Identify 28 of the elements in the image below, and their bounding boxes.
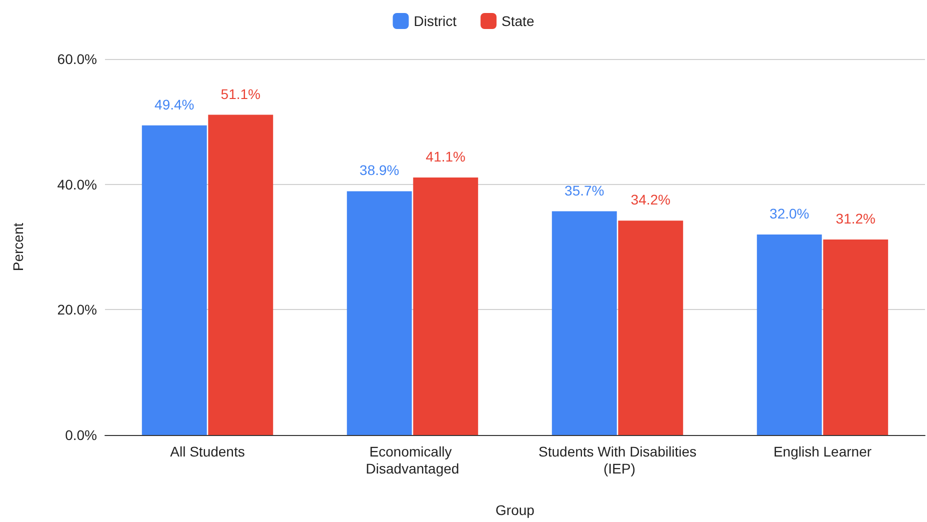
- legend-label: District: [414, 13, 457, 29]
- y-tick-label: 60.0%: [57, 51, 97, 67]
- data-label: 31.2%: [836, 210, 876, 226]
- data-label: 32.0%: [770, 205, 810, 222]
- x-tick-label: All Students: [170, 444, 245, 460]
- legend-label: State: [502, 13, 534, 29]
- data-label: 41.1%: [426, 148, 466, 164]
- bar: [413, 177, 478, 435]
- data-label: 51.1%: [220, 86, 260, 102]
- x-axis-title: Group: [496, 502, 535, 518]
- bar: [756, 234, 822, 435]
- data-label: 35.7%: [564, 182, 604, 198]
- bar: [208, 114, 274, 435]
- x-tick-label: Economically Disadvantaged: [366, 444, 460, 476]
- bar: [142, 125, 207, 435]
- x-tick-label: English Learner: [773, 444, 872, 460]
- data-label: 49.4%: [154, 96, 194, 112]
- bar: [823, 239, 888, 435]
- y-tick-label: 40.0%: [57, 176, 97, 192]
- bar: [552, 211, 617, 435]
- data-label: 34.2%: [630, 192, 670, 208]
- bar: [618, 220, 684, 435]
- y-tick-label: 20.0%: [57, 302, 97, 318]
- bar: [346, 191, 412, 435]
- x-tick-label: Students With Disabilities (IEP): [538, 444, 696, 476]
- y-tick-label: 0.0%: [65, 427, 97, 443]
- y-axis-title: Percent: [10, 222, 26, 272]
- data-label: 38.9%: [360, 162, 400, 178]
